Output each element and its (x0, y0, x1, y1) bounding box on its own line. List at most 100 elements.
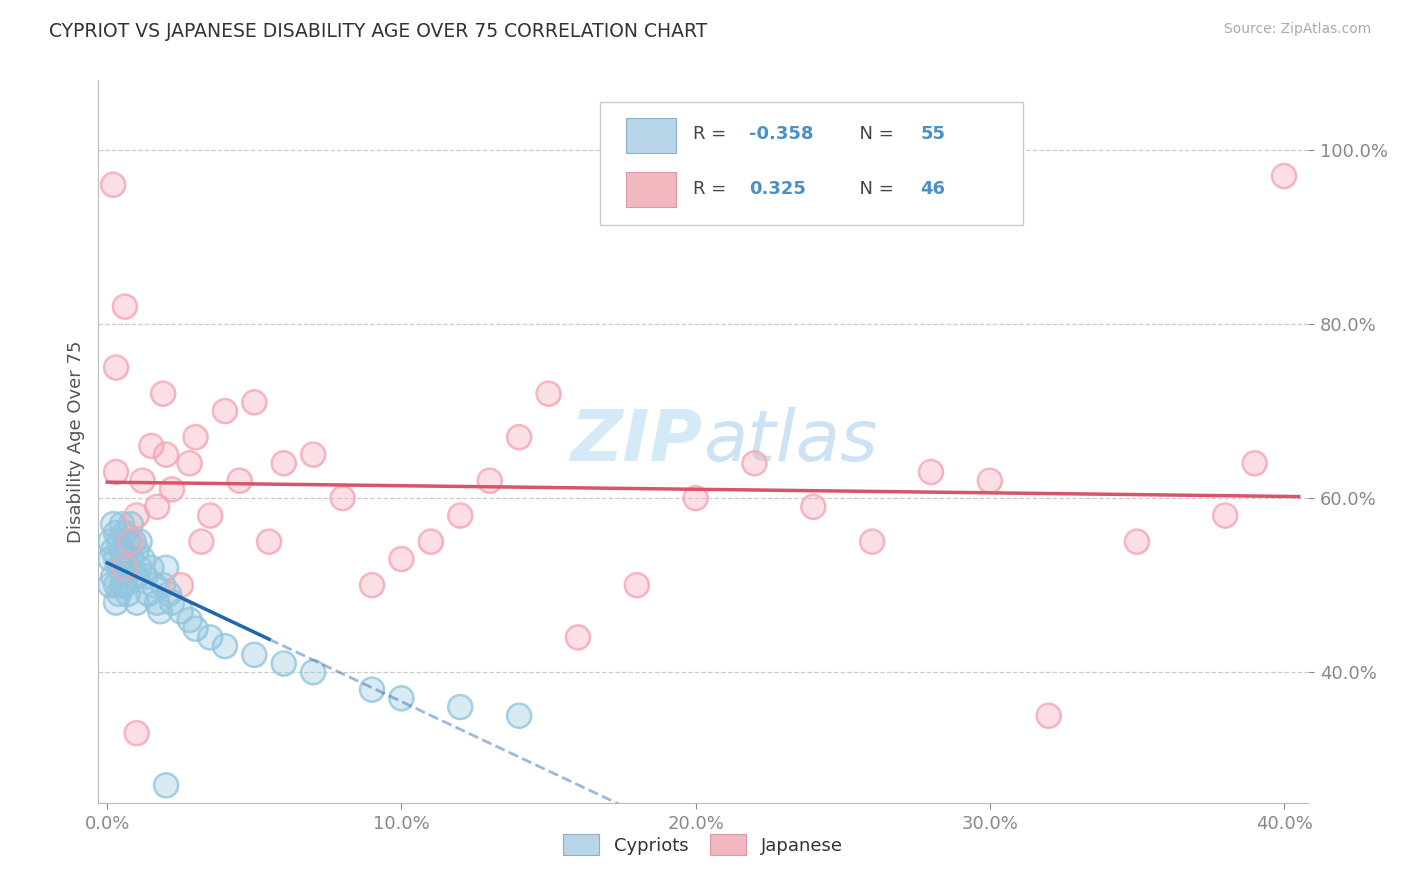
Point (508, 430, 530, 444)
Point (302, 665, 325, 680)
Point (117, 561, 139, 575)
Point (155, 778, 177, 792)
Point (98, 534, 121, 549)
Point (146, 500, 169, 514)
Point (537, 386, 560, 401)
Point (273, 456, 295, 470)
Point (391, 552, 413, 566)
Point (184, 430, 207, 444)
Point (170, 604, 193, 618)
Point (101, 543, 124, 558)
Point (1272, 169, 1295, 183)
Point (157, 587, 180, 601)
Point (114, 578, 136, 592)
Bar (626, 172, 676, 207)
Point (361, 682, 384, 697)
Point (120, 534, 142, 549)
Point (122, 569, 145, 583)
Point (170, 578, 193, 592)
Point (1038, 708, 1060, 723)
Point (214, 639, 236, 653)
Point (152, 386, 174, 401)
Point (979, 474, 1001, 488)
Point (128, 561, 150, 575)
Point (125, 508, 148, 523)
Point (361, 578, 384, 592)
Point (1213, 508, 1236, 523)
Point (141, 561, 163, 575)
Point (1272, 169, 1295, 183)
Point (302, 448, 325, 462)
Point (141, 439, 163, 453)
Point (120, 534, 142, 549)
Point (114, 561, 136, 575)
Point (860, 534, 883, 549)
Point (120, 552, 142, 566)
FancyBboxPatch shape (600, 102, 1024, 225)
Point (105, 552, 128, 566)
Point (508, 708, 530, 723)
Point (108, 587, 131, 601)
Point (125, 726, 148, 740)
Bar (626, 118, 676, 153)
Point (131, 552, 153, 566)
Point (391, 552, 413, 566)
Point (114, 552, 136, 566)
Point (1213, 508, 1236, 523)
Point (105, 525, 128, 540)
Point (179, 456, 201, 470)
Text: -0.358: -0.358 (749, 126, 814, 144)
Point (125, 543, 148, 558)
Point (160, 483, 183, 497)
Point (332, 491, 354, 505)
Point (273, 657, 295, 671)
Point (155, 448, 177, 462)
Point (184, 430, 207, 444)
Point (508, 708, 530, 723)
Point (170, 578, 193, 592)
Text: 55: 55 (921, 126, 946, 144)
Point (128, 534, 150, 549)
Point (478, 474, 501, 488)
Point (152, 578, 174, 592)
Point (114, 300, 136, 314)
Point (149, 604, 172, 618)
Point (190, 534, 212, 549)
Point (184, 622, 207, 636)
Point (146, 500, 169, 514)
Point (478, 474, 501, 488)
Point (98, 578, 121, 592)
Point (243, 395, 266, 409)
Point (117, 587, 139, 601)
Point (114, 561, 136, 575)
Point (131, 552, 153, 566)
Point (125, 569, 148, 583)
Point (419, 534, 441, 549)
Point (685, 491, 707, 505)
Point (626, 578, 648, 592)
Point (128, 561, 150, 575)
Point (228, 474, 250, 488)
Point (685, 491, 707, 505)
Point (200, 631, 222, 645)
Point (146, 596, 169, 610)
Point (120, 517, 142, 532)
Point (108, 534, 131, 549)
Point (152, 578, 174, 592)
Point (243, 395, 266, 409)
Point (108, 561, 131, 575)
Point (273, 456, 295, 470)
Point (200, 508, 222, 523)
Point (508, 430, 530, 444)
Point (302, 665, 325, 680)
Point (101, 569, 124, 583)
Y-axis label: Disability Age Over 75: Disability Age Over 75 (66, 340, 84, 543)
Point (111, 578, 134, 592)
Point (537, 386, 560, 401)
Text: R =: R = (693, 126, 733, 144)
Point (138, 587, 160, 601)
Point (391, 691, 413, 706)
Point (105, 596, 128, 610)
Text: atlas: atlas (703, 407, 877, 476)
Point (108, 534, 131, 549)
